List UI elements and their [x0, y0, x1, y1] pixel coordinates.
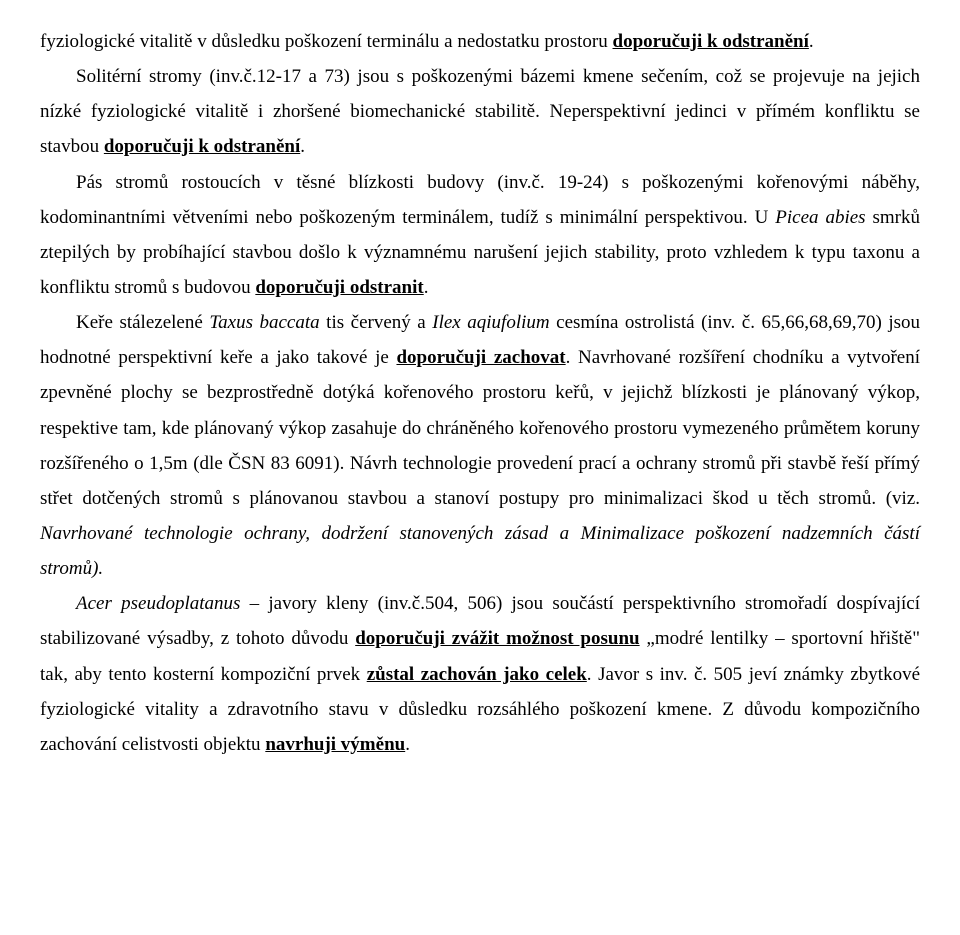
p4-text-g: . Navrhované rozšíření chodníku a vytvoř…: [40, 347, 920, 509]
p5-emphasis-2: zůstal zachován jako celek: [367, 664, 587, 685]
p4-species-1: Taxus baccata: [209, 312, 319, 333]
p3-emphasis: doporučuji odstranit: [255, 277, 423, 298]
p1-emphasis: doporučuji k odstranění: [613, 31, 809, 52]
p5-emphasis-3: navrhuji výměnu: [265, 734, 405, 755]
p5-emphasis-1: doporučuji zvážit možnost posunu: [355, 628, 639, 649]
p3-species: Picea abies: [775, 207, 865, 228]
p4-emphasis: doporučuji zachovat: [396, 347, 565, 368]
p5-text-h: .: [405, 734, 410, 755]
p4-text-c: tis červený a: [320, 312, 433, 333]
p4-species-2: Ilex aqiufolium: [432, 312, 549, 333]
p2-emphasis: doporučuji k odstranění: [104, 136, 300, 157]
p4-reference: Navrhované technologie ochrany, dodržení…: [40, 523, 920, 579]
paragraph-5: Acer pseudoplatanus – javory kleny (inv.…: [40, 586, 920, 762]
p4-text-a: Keře stálezelené: [76, 312, 209, 333]
paragraph-3: Pás stromů rostoucích v těsné blízkosti …: [40, 165, 920, 306]
p2-text-c: .: [300, 136, 305, 157]
p3-text-e: .: [424, 277, 429, 298]
p5-species: Acer pseudoplatanus: [76, 593, 240, 614]
paragraph-2: Solitérní stromy (inv.č.12-17 a 73) jsou…: [40, 59, 920, 164]
p1-text-a: fyziologické vitalitě v důsledku poškoze…: [40, 31, 613, 52]
p1-text-c: .: [809, 31, 814, 52]
paragraph-1: fyziologické vitalitě v důsledku poškoze…: [40, 24, 920, 59]
paragraph-4: Keře stálezelené Taxus baccata tis červe…: [40, 305, 920, 586]
